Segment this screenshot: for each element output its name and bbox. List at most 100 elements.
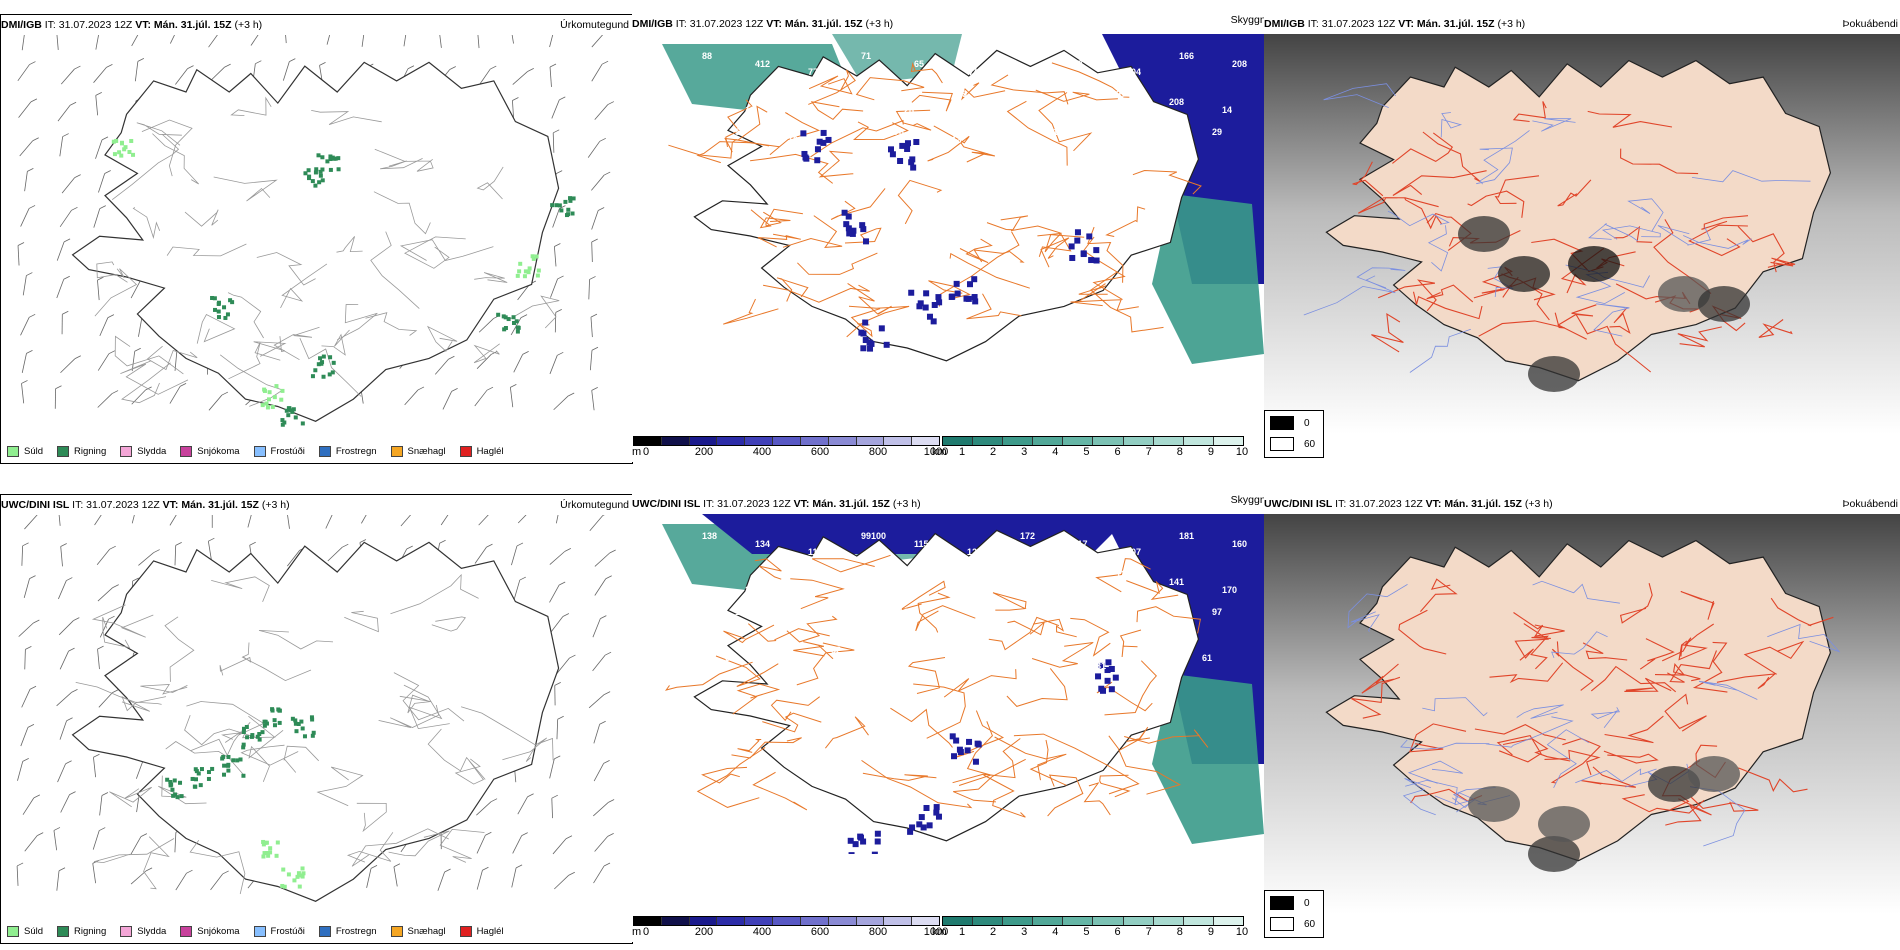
- cloud-base-label: 97: [1212, 607, 1222, 617]
- legend-swatch: [180, 445, 193, 457]
- panel-title: Úrkomutegund: [560, 499, 629, 511]
- cloud-base-label: 78: [894, 127, 904, 137]
- colorbar-segment: [912, 437, 939, 445]
- scale-tick: 0: [642, 446, 650, 458]
- colorbar-segment: [1093, 917, 1124, 925]
- scale-tick: 8: [1176, 926, 1183, 938]
- scale-tick: 800: [868, 446, 888, 458]
- legend-label: Súld: [24, 445, 44, 457]
- scale-tick: 4: [1052, 926, 1059, 938]
- precip-map[interactable]: [1, 35, 630, 439]
- legend-swatch: [253, 925, 266, 937]
- panel-header: UWC/DINI ISL IT: 31.07.2023 12Z VT: Mán.…: [1264, 494, 1900, 514]
- colorbar-segment: [634, 437, 662, 445]
- precip-map[interactable]: [1, 515, 630, 919]
- lead-time: (+3 h): [889, 498, 921, 510]
- cloud-base-label: 104: [1126, 67, 1141, 77]
- legend-item: Súld: [7, 925, 43, 937]
- panel-title: Skyggni: [1230, 14, 1268, 26]
- precip-legend: Súld Rigning Slydda Snjókoma Frostúði Frostre…: [7, 442, 504, 460]
- model-name: DMI/IGB: [1264, 18, 1305, 30]
- legend-item: Snjókoma: [180, 925, 240, 937]
- legend-item: Haglél: [459, 445, 504, 457]
- scale-tick: 4: [1052, 446, 1059, 458]
- legend-swatch: [7, 925, 19, 937]
- scales-row-2: m 0 200 400 600 800 1000 km 1 2 3 4 5 6 7 8 9 10: [632, 910, 1332, 940]
- elevation-colorbar: [633, 436, 940, 446]
- fog-legend-black: [1270, 896, 1294, 910]
- cloud-base-label: 140: [947, 615, 962, 625]
- legend-item: Slydda: [120, 445, 167, 457]
- fog-map[interactable]: [1264, 34, 1900, 434]
- panel-header: DMI/IGB IT: 31.07.2023 12Z VT: Mán. 31.j…: [632, 14, 1268, 34]
- cloud-base-label: 134: [755, 539, 770, 549]
- colorbar-segment: [1063, 437, 1094, 445]
- scale-tick: 2: [990, 446, 997, 458]
- colorbar-segment: [1153, 437, 1184, 445]
- legend-label: Frostregn: [335, 925, 377, 937]
- fog-legend-black-label: 0: [1304, 897, 1310, 909]
- legend-item: Rigning: [57, 445, 106, 457]
- cloud-base-label: 131: [1000, 623, 1015, 633]
- scale-tick: 1000: [923, 446, 949, 458]
- cloud-colorbar: [942, 436, 1244, 446]
- cloud-base-label: 128: [778, 181, 793, 191]
- init-time: IT: 31.07.2023 12Z: [41, 19, 136, 31]
- colorbar-segment: [1183, 917, 1214, 925]
- model-name: UWC/DINI ISL: [1, 499, 70, 511]
- lead-time: (+3 h): [231, 19, 263, 31]
- legend-label: Snjókoma: [197, 925, 240, 937]
- colorbar-segment: [1033, 437, 1064, 445]
- cloud-base-label: 412: [755, 59, 770, 69]
- valid-time: VT: Mán. 31.júl. 15Z: [1425, 498, 1522, 510]
- cloud-base-label: 208: [1232, 59, 1247, 69]
- scale-tick: 7: [1145, 926, 1152, 938]
- fog-legend-1: 0 60: [1264, 410, 1324, 458]
- legend-label: Slydda: [137, 445, 167, 457]
- cloud-base-label: 15: [831, 165, 841, 175]
- scale-tick: 8: [1176, 446, 1183, 458]
- legend-item: Snjókoma: [180, 445, 240, 457]
- colorbar-segment: [1063, 917, 1094, 925]
- cloud-base-label: 166: [1179, 51, 1194, 61]
- legend-item: Frostúði: [253, 445, 305, 457]
- lead-time: (+3 h): [258, 499, 290, 511]
- cloud-base-label: 116: [894, 607, 909, 617]
- cloud-base-label: 197: [957, 569, 972, 579]
- scale-tick: 5: [1083, 926, 1090, 938]
- scale-tick: 3: [1021, 446, 1028, 458]
- cloud-base-label: 48: [798, 89, 808, 99]
- precip-legend: Súld Rigning Slydda Snjókoma Frostúði Frostre…: [7, 922, 504, 940]
- cloud-base-label: 45: [1043, 173, 1053, 183]
- elevation-ticks: 0 200 400 600 800 1000: [643, 926, 948, 940]
- legend-label: Frostúði: [270, 445, 305, 457]
- legend-swatch: [253, 445, 266, 457]
- fog-map[interactable]: [1264, 514, 1900, 914]
- cloud-map[interactable]: 88 412 77 71 65 47 13 87 104 166 208 12 48 92 28 59 56 68…: [632, 34, 1264, 374]
- legend-item: Frostregn: [318, 925, 377, 937]
- init-time: IT: 31.07.2023 12Z: [700, 498, 794, 510]
- cloud-base-label: 113: [947, 135, 962, 145]
- scale-tick: 200: [694, 446, 714, 458]
- legend-label: Slydda: [137, 925, 167, 937]
- cloud-base-label: 29: [1212, 127, 1222, 137]
- cloud-base-label: 105: [990, 165, 1005, 175]
- legend-swatch: [57, 445, 70, 457]
- model-name: UWC/DINI ISL: [1264, 498, 1333, 510]
- valid-time: VT: Mán. 31.júl. 15Z: [135, 19, 232, 31]
- colorbar-segment: [773, 437, 801, 445]
- colorbar-segment: [717, 917, 746, 925]
- lead-time: (+3 h): [1494, 18, 1526, 30]
- cloud-map[interactable]: 1381341119910011512517211720718116020094…: [632, 514, 1264, 854]
- colorbar-segment: [1033, 917, 1064, 925]
- cloud-base-label: 168: [1159, 623, 1174, 633]
- scale-tick: 400: [752, 926, 772, 938]
- colorbar-segment: [717, 437, 746, 445]
- cloud-base-label: 83: [778, 661, 788, 671]
- cloud-base-label: 31: [1096, 661, 1106, 671]
- scale-tick: 9: [1207, 446, 1214, 458]
- colorbar-segment: [856, 437, 885, 445]
- cloud-base-label: 130: [1053, 127, 1068, 137]
- colorbar-segment: [1123, 917, 1154, 925]
- cloud-base-label: 213: [904, 585, 919, 595]
